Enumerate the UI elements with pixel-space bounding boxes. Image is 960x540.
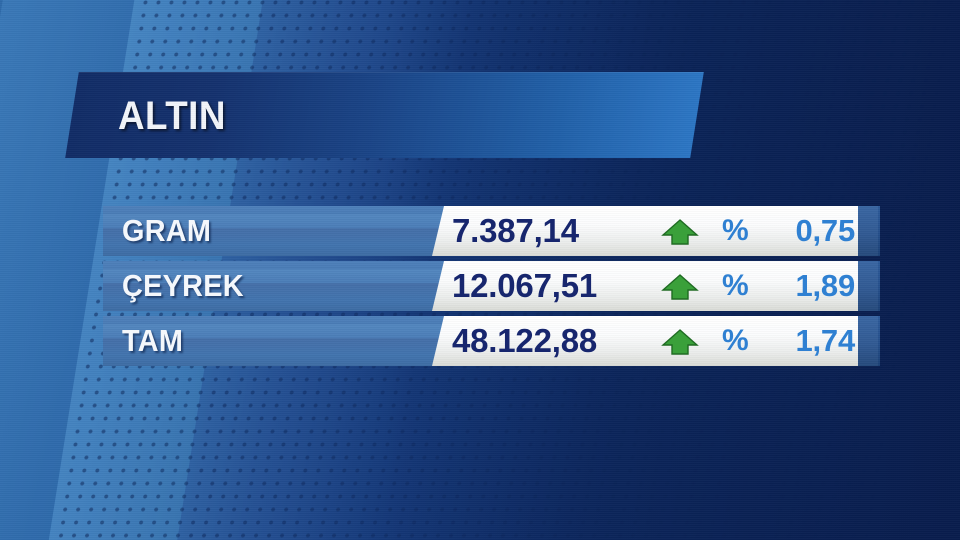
row-label-panel — [103, 206, 463, 256]
percent-value: 1,74 — [795, 323, 855, 358]
row-label: ÇEYREK — [122, 268, 244, 303]
table-row[interactable]: ÇEYREK 12.067,51 % 1,89 — [0, 261, 960, 311]
row-label-panel — [103, 316, 463, 366]
page-title: ALTIN — [118, 94, 226, 138]
row-value: 48.122,88 — [452, 322, 598, 359]
row-value-plate — [432, 206, 878, 256]
row-label: TAM — [122, 323, 184, 358]
row-end-tab — [858, 316, 880, 366]
percent-sign: % — [722, 324, 749, 357]
row-end-tab — [858, 261, 880, 311]
percent-sign: % — [722, 214, 749, 247]
arrow-up-icon — [661, 274, 699, 300]
row-value-plate — [432, 316, 878, 366]
percent-value: 1,89 — [795, 268, 855, 303]
row-end-tab — [858, 206, 880, 256]
row-value-plate — [432, 261, 878, 311]
percent-sign: % — [722, 269, 749, 302]
row-value: 7.387,14 — [452, 212, 579, 249]
table-row[interactable]: TAM 48.122,88 % 1,74 — [0, 316, 960, 366]
percent-value: 0,75 — [795, 213, 855, 248]
quote-list: GRAM 7.387,14 % 0,75 ÇEYREK 12.067,51 % … — [0, 206, 960, 371]
arrow-up-icon — [661, 329, 699, 355]
arrow-up-icon — [661, 219, 699, 245]
row-label-panel — [103, 261, 463, 311]
row-label: GRAM — [122, 213, 212, 248]
row-value: 12.067,51 — [452, 267, 598, 304]
table-row[interactable]: GRAM 7.387,14 % 0,75 — [0, 206, 960, 256]
